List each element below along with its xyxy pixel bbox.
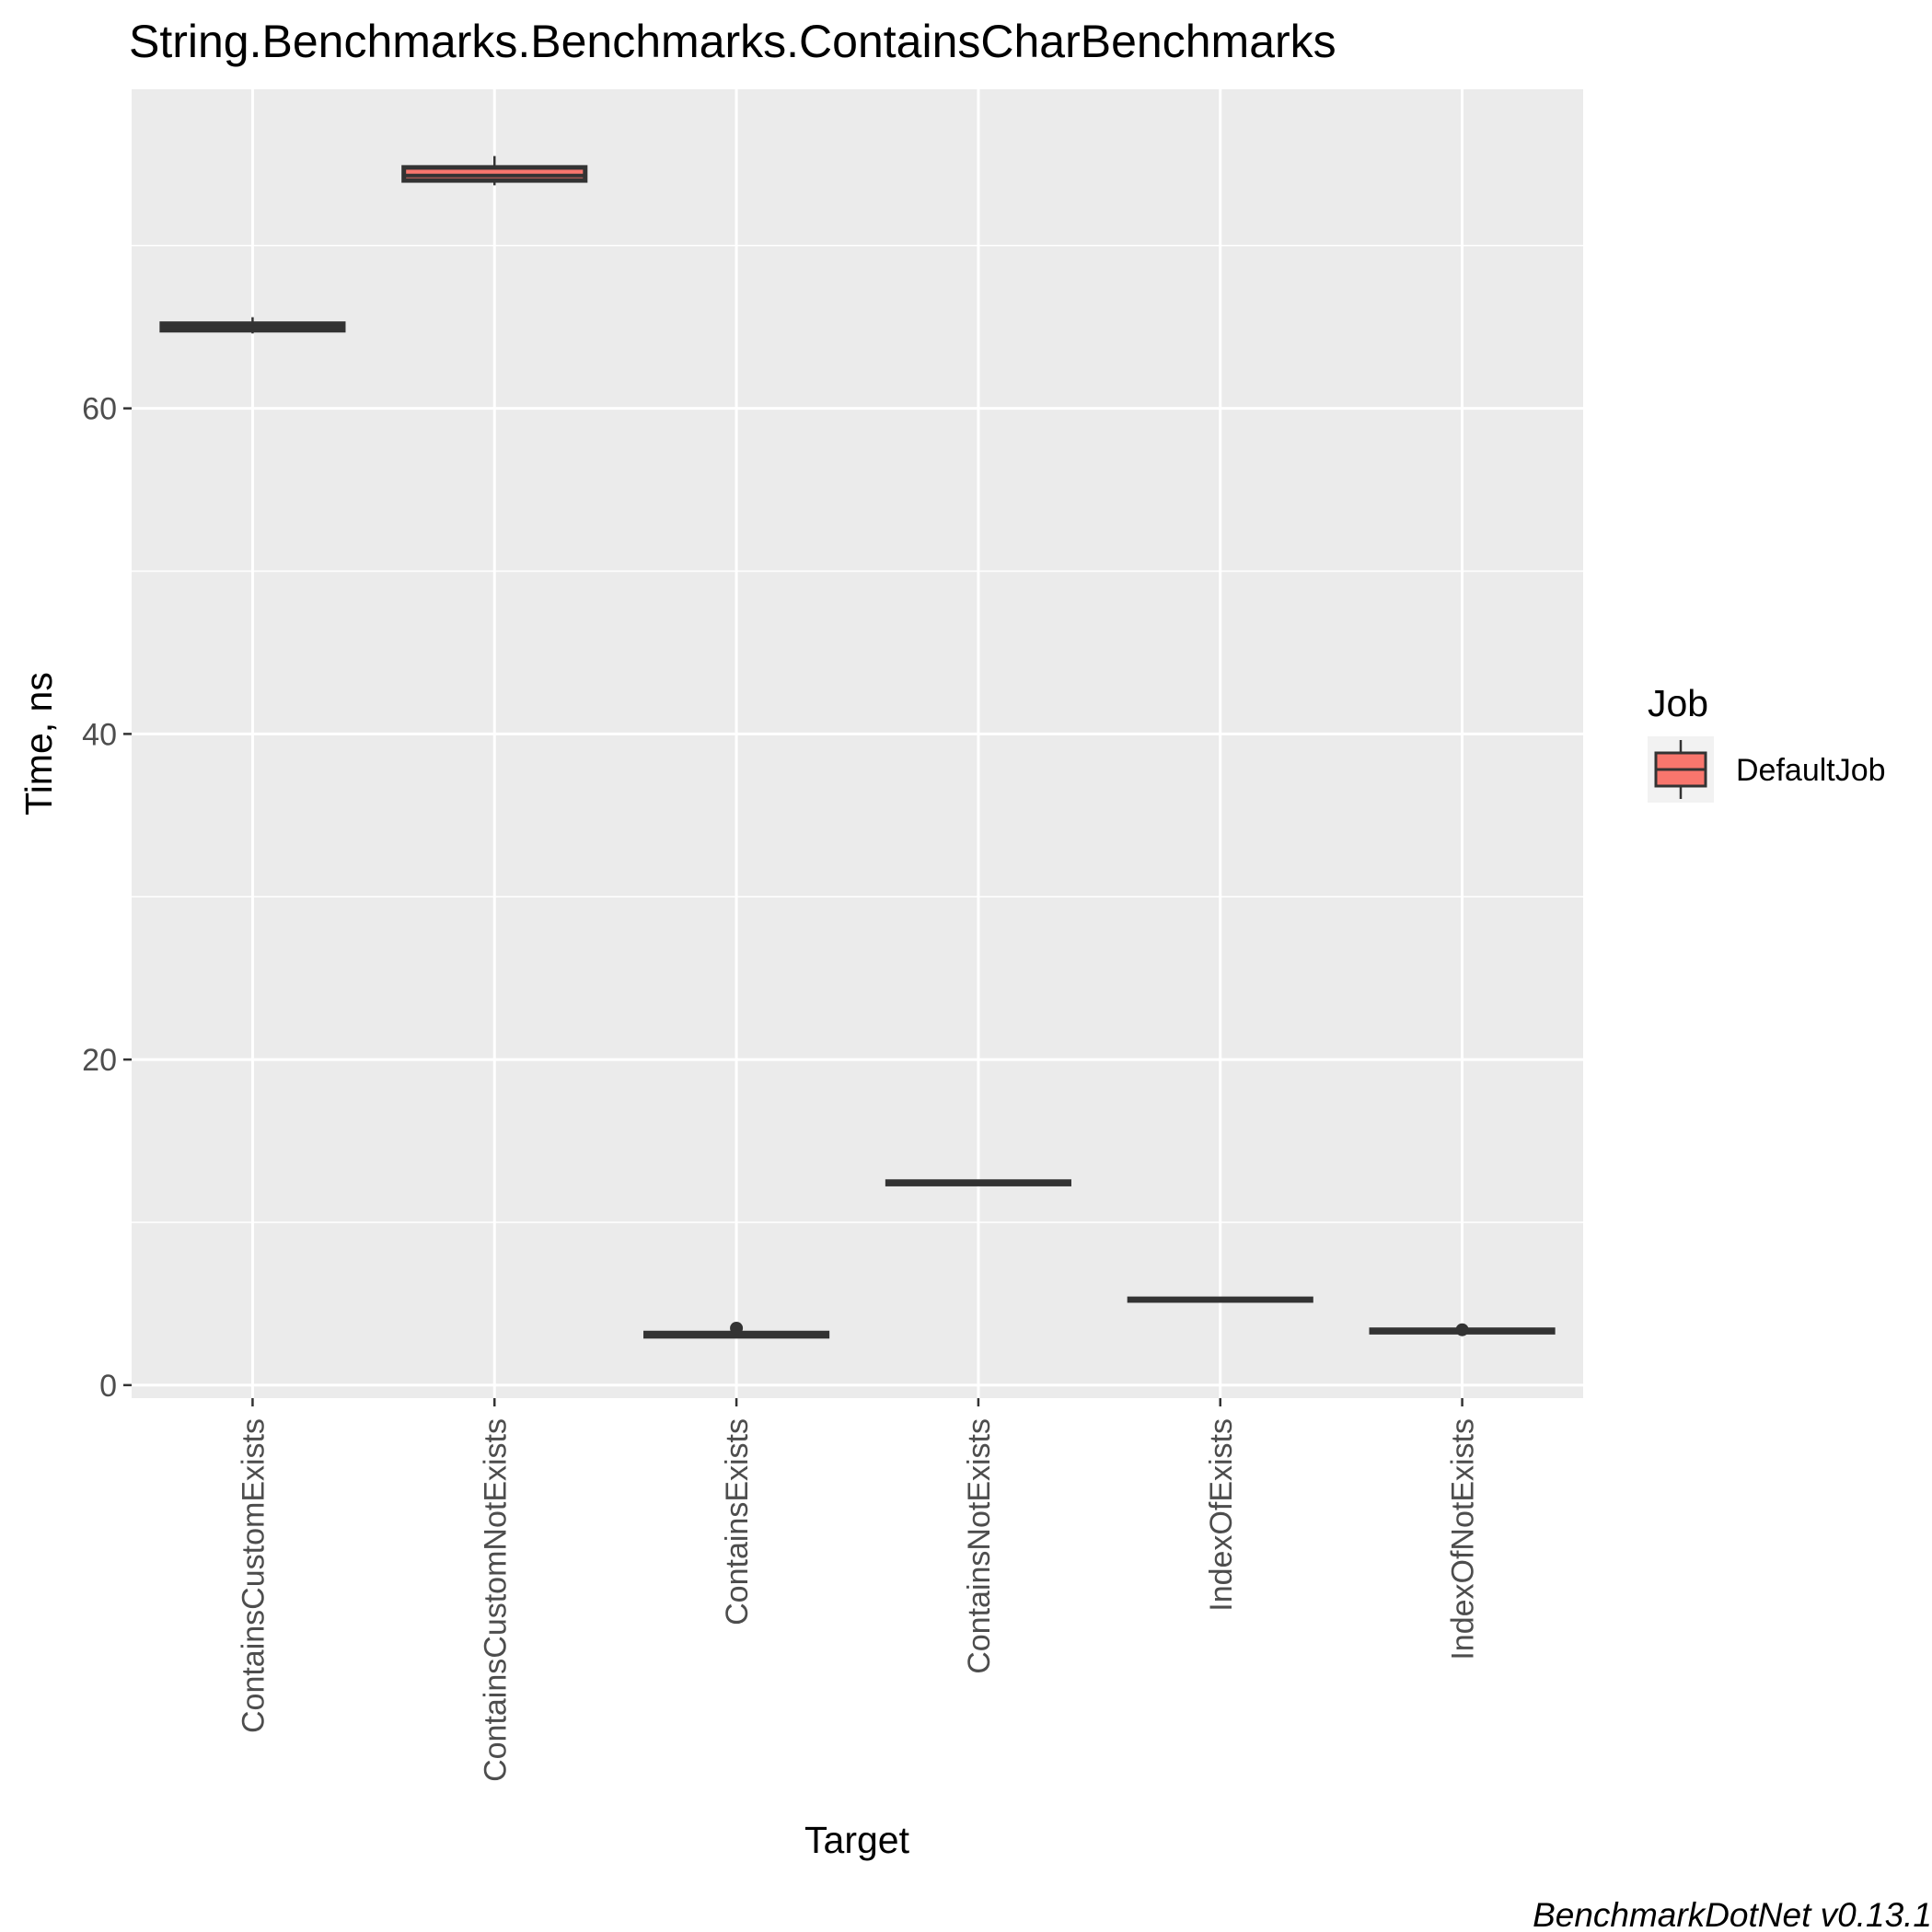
grid-lines (132, 89, 1583, 1398)
box-IndexOfExists (1127, 1296, 1313, 1303)
y-tick-label: 0 (99, 1369, 117, 1404)
legend-entries: DefaultJob (1648, 736, 1886, 803)
legend-entry: DefaultJob (1648, 736, 1886, 803)
y-axis-title: Time, ns (17, 672, 60, 816)
x-tick-label: ContainsExists (720, 1418, 755, 1625)
y-tick-label: 40 (82, 717, 117, 752)
y-tick-label: 60 (82, 392, 117, 427)
x-tick-label: IndexOfNotExists (1446, 1418, 1481, 1660)
x-tick-label: ContainsCustomNotExists (478, 1418, 513, 1782)
y-tick-label: 20 (82, 1043, 117, 1078)
chart-caption: BenchmarkDotNet v0.13.1 (1533, 1896, 1932, 1932)
x-axis-title: Target (804, 1819, 910, 1861)
legend-title: Job (1648, 682, 1708, 724)
box-outlier (730, 1321, 744, 1335)
box-ContainsCustomExists (159, 317, 346, 334)
chart-title: String.Benchmarks.Benchmarks.ContainsCha… (129, 16, 1336, 67)
box-outlier (1455, 1323, 1469, 1336)
box-ContainsNotExists (885, 1179, 1071, 1186)
x-tick-label: ContainsNotExists (962, 1418, 997, 1674)
x-tick-label: IndexOfExists (1204, 1418, 1239, 1612)
y-axis: 0 20 40 60 (82, 392, 132, 1404)
box-ContainsExists (643, 1321, 830, 1339)
x-tick-label: ContainsCustomExists (236, 1418, 271, 1733)
box-IndexOfNotExists (1369, 1323, 1556, 1336)
legend-label: DefaultJob (1736, 753, 1886, 788)
legend: Job DefaultJob (1648, 682, 1886, 803)
box-series (159, 156, 1556, 1339)
box-ContainsCustomNotExists (401, 156, 588, 186)
x-axis: ContainsCustomExists ContainsCustomNotExi… (236, 1398, 1481, 1782)
plot-panel (132, 89, 1583, 1398)
